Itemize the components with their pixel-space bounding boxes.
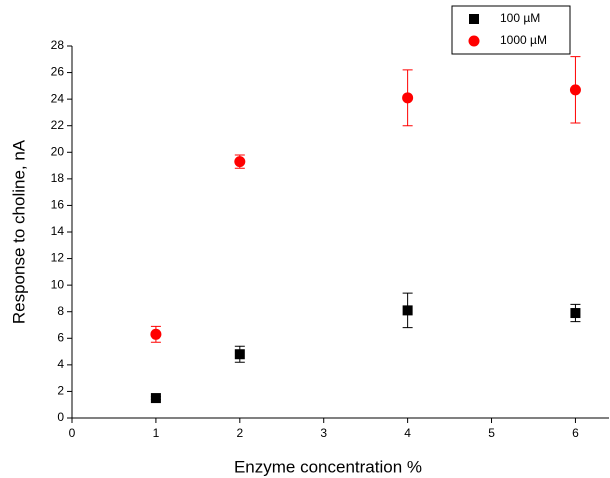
legend-marker bbox=[468, 35, 480, 47]
x-tick-label: 3 bbox=[320, 426, 327, 440]
point bbox=[150, 328, 162, 340]
x-tick-label: 4 bbox=[404, 426, 411, 440]
y-tick-label: 22 bbox=[51, 118, 65, 132]
x-tick-label: 5 bbox=[488, 426, 495, 440]
x-tick-label: 6 bbox=[572, 426, 579, 440]
point bbox=[570, 308, 581, 319]
legend-label: 100 µM bbox=[500, 11, 540, 25]
y-tick-label: 2 bbox=[57, 384, 64, 398]
x-tick-label: 1 bbox=[153, 426, 160, 440]
y-tick-label: 4 bbox=[57, 357, 64, 371]
x-tick-label: 0 bbox=[69, 426, 76, 440]
point bbox=[150, 393, 161, 404]
y-tick-label: 24 bbox=[51, 91, 65, 105]
y-tick-label: 26 bbox=[51, 65, 65, 79]
y-tick-label: 12 bbox=[51, 251, 65, 265]
y-tick-label: 18 bbox=[51, 171, 65, 185]
point bbox=[402, 305, 413, 316]
x-tick-label: 2 bbox=[236, 426, 243, 440]
legend-label: 1000 µM bbox=[500, 33, 547, 47]
legend-marker bbox=[469, 14, 479, 24]
y-tick-label: 20 bbox=[51, 144, 65, 158]
point bbox=[569, 84, 581, 96]
y-tick-label: 14 bbox=[51, 224, 65, 238]
y-tick-label: 10 bbox=[51, 277, 65, 291]
y-tick-label: 28 bbox=[51, 38, 65, 52]
y-tick-label: 8 bbox=[57, 304, 64, 318]
x-axis-title: Enzyme concentration % bbox=[234, 457, 422, 476]
y-tick-label: 0 bbox=[57, 410, 64, 424]
y-tick-label: 16 bbox=[51, 198, 65, 212]
point bbox=[234, 349, 245, 360]
y-axis-title: Response to choline, nA bbox=[9, 139, 28, 324]
point bbox=[402, 92, 414, 104]
y-tick-label: 6 bbox=[57, 330, 64, 344]
point bbox=[234, 156, 246, 168]
